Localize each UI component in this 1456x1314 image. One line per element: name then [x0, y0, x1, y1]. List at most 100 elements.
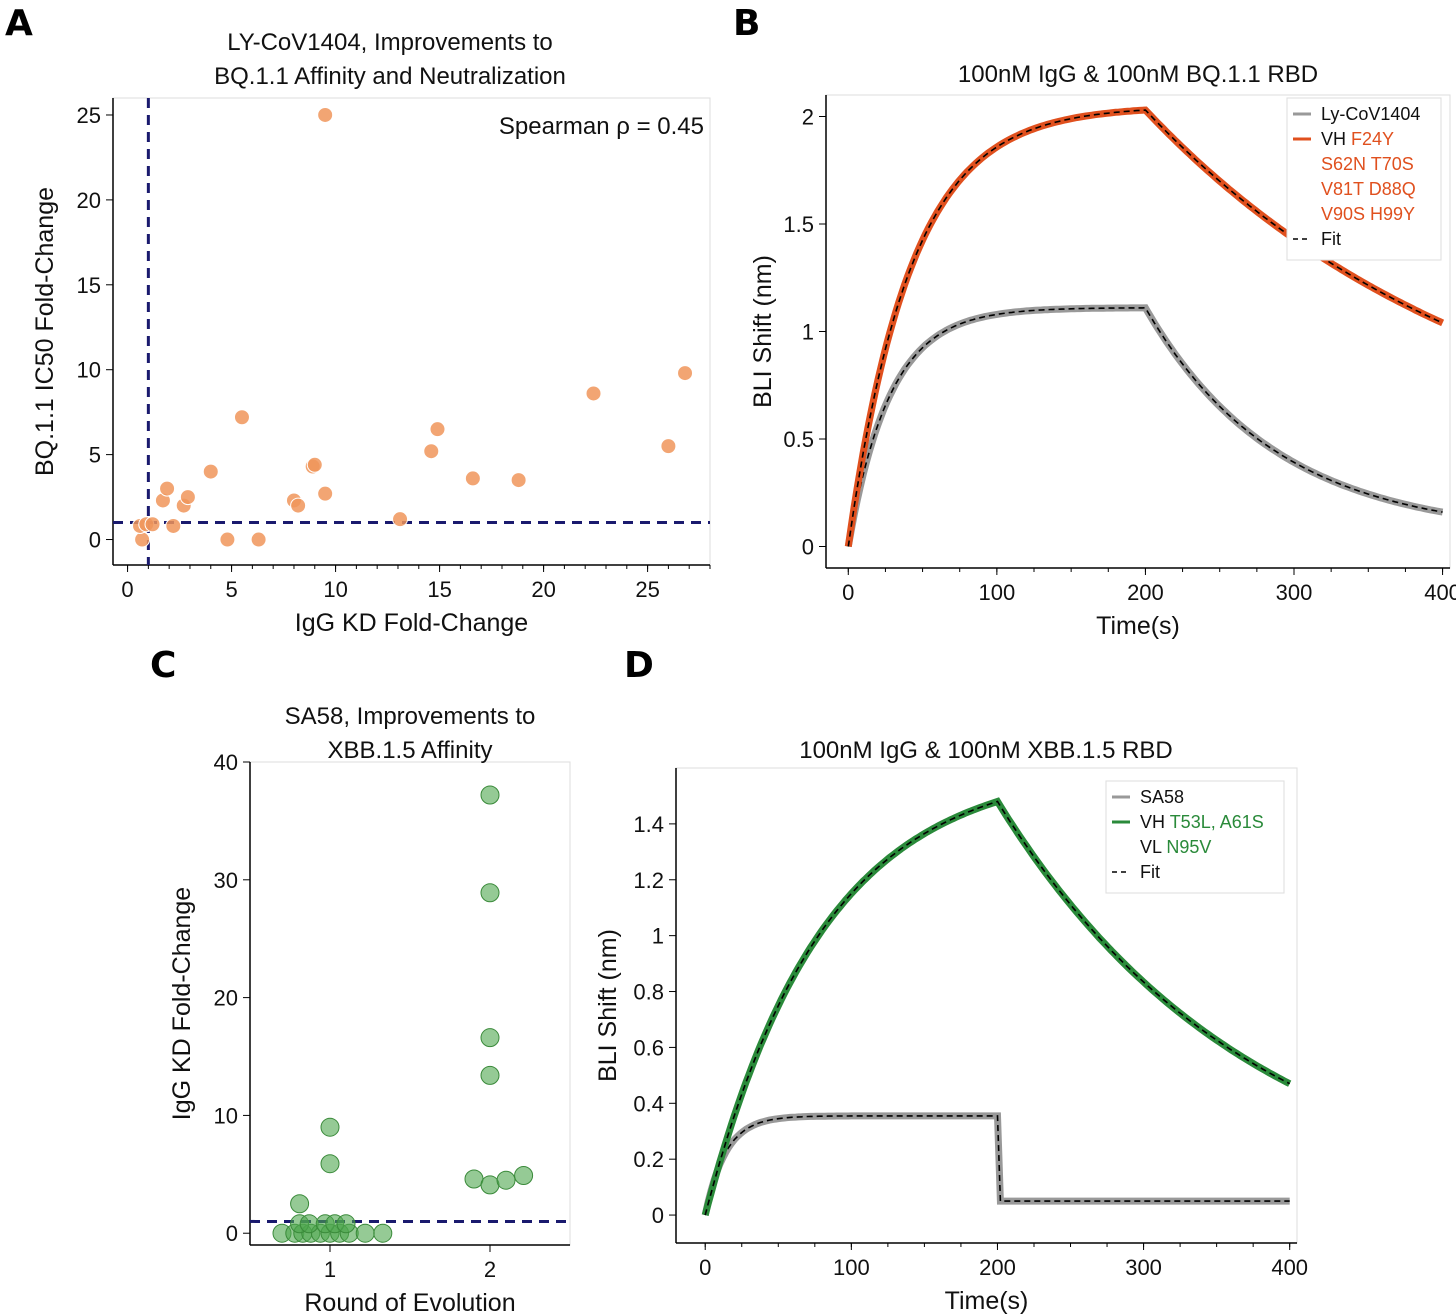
y-tick-label: 0.8 [633, 980, 664, 1005]
legend-label: Fit [1321, 229, 1341, 249]
data-point [677, 365, 694, 382]
data-point [320, 1154, 340, 1174]
y-tick-label: 1 [802, 320, 814, 345]
data-point [480, 1028, 500, 1048]
data-point [480, 1065, 500, 1085]
data-point [306, 456, 323, 473]
data-point [464, 470, 481, 487]
data-point [299, 1214, 319, 1234]
x-tick-label: 300 [1276, 580, 1313, 605]
x-axis-label: Time(s) [1096, 612, 1180, 640]
data-point [290, 497, 307, 514]
y-tick-label: 1.2 [633, 868, 664, 893]
chart-title: LY-CoV1404, Improvements to [227, 29, 553, 56]
y-tick-label: 0.5 [783, 427, 814, 452]
y-tick-label: 20 [214, 986, 238, 1011]
y-tick-label: 20 [77, 188, 101, 213]
y-tick-label: 1 [652, 924, 664, 949]
data-point [480, 1175, 500, 1195]
data-point [250, 531, 267, 548]
data-point [423, 443, 440, 460]
data-point [660, 438, 677, 455]
data-point [202, 463, 219, 480]
data-point [159, 480, 176, 497]
y-tick-label: 0.4 [633, 1091, 664, 1116]
x-tick-label: 400 [1271, 1255, 1308, 1280]
y-tick-label: 10 [214, 1103, 238, 1128]
data-point [290, 1194, 310, 1214]
y-tick-label: 0 [89, 528, 101, 553]
x-tick-label: 0 [842, 580, 854, 605]
x-tick-label: 400 [1424, 580, 1456, 605]
data-point [355, 1223, 375, 1243]
x-tick-label: 10 [323, 577, 347, 602]
y-tick-label: 10 [77, 358, 101, 383]
fit-line [847, 306, 1443, 547]
x-axis-label: Round of Evolution [304, 1289, 515, 1314]
x-tick-label: 2 [484, 1257, 496, 1282]
data-point [320, 1117, 340, 1137]
data-point [233, 409, 250, 426]
data-point [144, 516, 161, 533]
panel-A: A LY-CoV1404, Improvements to BQ.1.1 Affin… [5, 3, 711, 637]
y-axis-label: IgG KD Fold-Change [168, 887, 196, 1120]
data-point [480, 785, 500, 805]
legend-box [1286, 97, 1442, 261]
legend-label: V81T D88Q [1321, 179, 1416, 199]
data-point [317, 106, 334, 123]
data-point [373, 1223, 393, 1243]
legend-label: VH T53L, A61S [1140, 812, 1264, 832]
x-tick-label: 0 [121, 577, 133, 602]
chart-title: SA58, Improvements to [285, 703, 536, 730]
x-axis-label: Time(s) [945, 1287, 1029, 1314]
y-tick-label: 1.4 [633, 812, 664, 837]
data-point [464, 1169, 484, 1189]
legend: Ly-CoV1404 VH F24Y S62N T70S V81T D88Q V90S … [1286, 97, 1442, 261]
legend-label: Ly-CoV1404 [1321, 104, 1420, 124]
panel-B: B 100nM IgG & 100nM BQ.1.1 RBD 0 100 200 300 4… [733, 3, 1456, 640]
data-point [480, 883, 500, 903]
panel-label: B [733, 3, 760, 44]
x-tick-label: 20 [531, 577, 555, 602]
x-tick-label: 1 [324, 1257, 336, 1282]
panel-label: A [5, 3, 33, 44]
legend-label: SA58 [1140, 787, 1184, 807]
x-tick-label: 100 [978, 580, 1015, 605]
y-tick-label: 0.2 [633, 1147, 664, 1172]
panel-D: D 100nM IgG & 100nM XBB.1.5 RBD 0 100 200 300… [594, 645, 1308, 1314]
data-point [496, 1170, 516, 1190]
legend-label: VL N95V [1140, 837, 1211, 857]
x-tick-label: 100 [833, 1255, 870, 1280]
y-axis-label: BLI Shift (nm) [594, 929, 622, 1082]
legend: SA58 VH T53L, A61S VL N95V Fit [1105, 780, 1285, 894]
data-point [510, 472, 527, 489]
y-tick-label: 0 [802, 535, 814, 560]
legend-box [1105, 780, 1285, 894]
data-point [317, 485, 334, 502]
y-tick-label: 0 [652, 1203, 664, 1228]
chart-title: XBB.1.5 Affinity [328, 737, 493, 764]
data-point [429, 421, 446, 438]
y-tick-label: 0.6 [633, 1035, 664, 1060]
chart-title: 100nM IgG & 100nM XBB.1.5 RBD [799, 737, 1173, 764]
data-point [134, 531, 151, 548]
panel-C: C SA58, Improvements to XBB.1.5 Affinity 1 2… [150, 645, 571, 1314]
x-tick-label: 5 [225, 577, 237, 602]
data-point [165, 517, 182, 534]
y-tick-label: 40 [214, 750, 238, 775]
y-tick-label: 30 [214, 868, 238, 893]
y-axis-label: BLI Shift (nm) [749, 255, 777, 408]
x-tick-label: 25 [635, 577, 659, 602]
data-point [392, 511, 409, 528]
fit-line [847, 109, 1443, 547]
x-axis-label: IgG KD Fold-Change [295, 609, 528, 637]
fit-line [704, 1115, 1290, 1216]
legend-label: V90S H99Y [1321, 204, 1415, 224]
data-point [514, 1165, 534, 1185]
annotation: Spearman ρ = 0.45 [499, 113, 704, 140]
x-tick-label: 15 [427, 577, 451, 602]
chart-title: 100nM IgG & 100nM BQ.1.1 RBD [958, 61, 1318, 88]
panel-label: C [150, 645, 176, 686]
x-tick-label: 200 [1127, 580, 1164, 605]
